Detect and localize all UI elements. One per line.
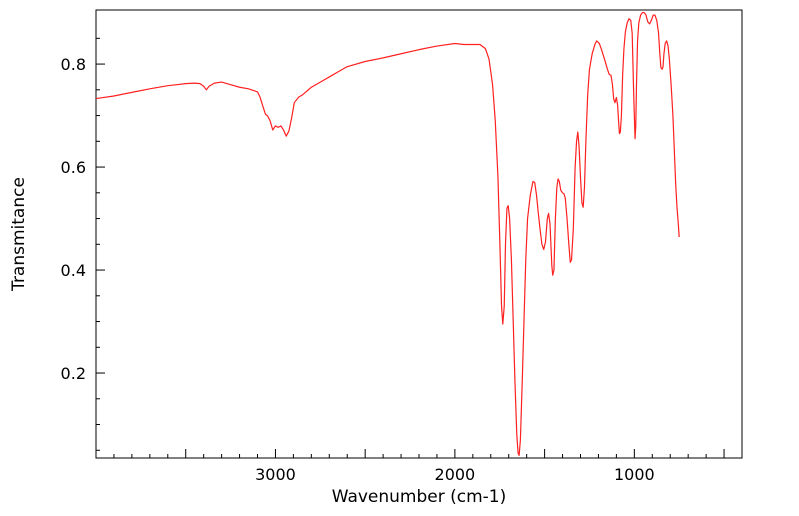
axis-ticks: [96, 37, 725, 458]
tick-labels: 3000 2000 1000 0.2 0.4 0.6 0.8: [61, 55, 655, 484]
x-tick-label: 3000: [255, 465, 296, 484]
spectrum-line: [95, 11, 680, 457]
y-tick-label: 0.6: [61, 158, 86, 177]
y-tick-label: 0.2: [61, 364, 86, 383]
plot-frame: [95, 9, 743, 459]
x-axis-title: Wavenumber (cm-1): [332, 487, 507, 507]
x-tick-label: 2000: [435, 465, 476, 484]
y-axis-title: Transmitance: [9, 177, 29, 292]
y-tick-label: 0.4: [61, 261, 86, 280]
y-tick-label: 0.8: [61, 55, 86, 74]
x-tick-label: 1000: [614, 465, 655, 484]
